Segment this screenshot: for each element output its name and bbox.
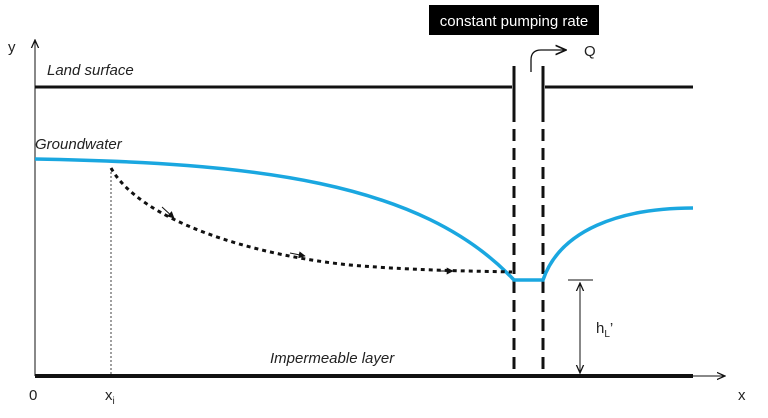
flow-label: Q: [584, 43, 596, 60]
x-i-marker: xi: [105, 168, 115, 407]
flow-path-curve: [109, 167, 513, 274]
title-background: [429, 5, 599, 35]
land-surface: Land surface: [35, 62, 693, 89]
origin-label: 0: [29, 387, 37, 404]
flow-arrow-1: [161, 206, 175, 219]
h-l-label: hL’: [596, 320, 613, 340]
x-axis-label: x: [738, 387, 746, 404]
y-axis-label: y: [8, 39, 16, 56]
impermeable-label: Impermeable layer: [270, 350, 395, 367]
h-l-subscript: L: [604, 329, 610, 340]
title-text: constant pumping rate: [440, 13, 588, 30]
impermeable-layer: Impermeable layer: [35, 350, 693, 378]
h-l-dimension: hL’: [568, 279, 613, 373]
groundwater-label: Groundwater: [35, 136, 123, 153]
h-l-main: h: [596, 320, 604, 337]
land-surface-label: Land surface: [47, 62, 134, 79]
x-i-label: xi: [105, 387, 115, 407]
outflow-arrow: [530, 50, 566, 72]
x-i-main: x: [105, 387, 113, 404]
title-box: constant pumping rate: [429, 5, 599, 35]
flow-path: [109, 167, 513, 275]
flow-arrow-2: [289, 251, 306, 259]
h-l-prime: ’: [610, 320, 613, 337]
x-i-subscript: i: [113, 396, 115, 407]
well: Q: [512, 43, 596, 376]
groundwater-curve: [34, 157, 694, 282]
groundwater-table: Groundwater: [34, 136, 694, 282]
